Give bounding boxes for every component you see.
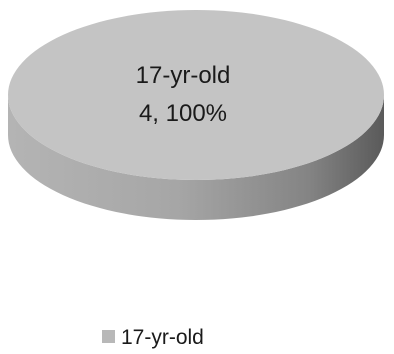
legend-swatch	[102, 330, 115, 343]
pie-slice-17-yr-old	[8, 10, 384, 180]
data-label-category: 17-yr-old	[136, 62, 231, 89]
data-label-value: 4, 100%	[139, 100, 227, 127]
legend-label: 17-yr-old	[121, 326, 204, 349]
pie-slice-side	[8, 95, 384, 220]
